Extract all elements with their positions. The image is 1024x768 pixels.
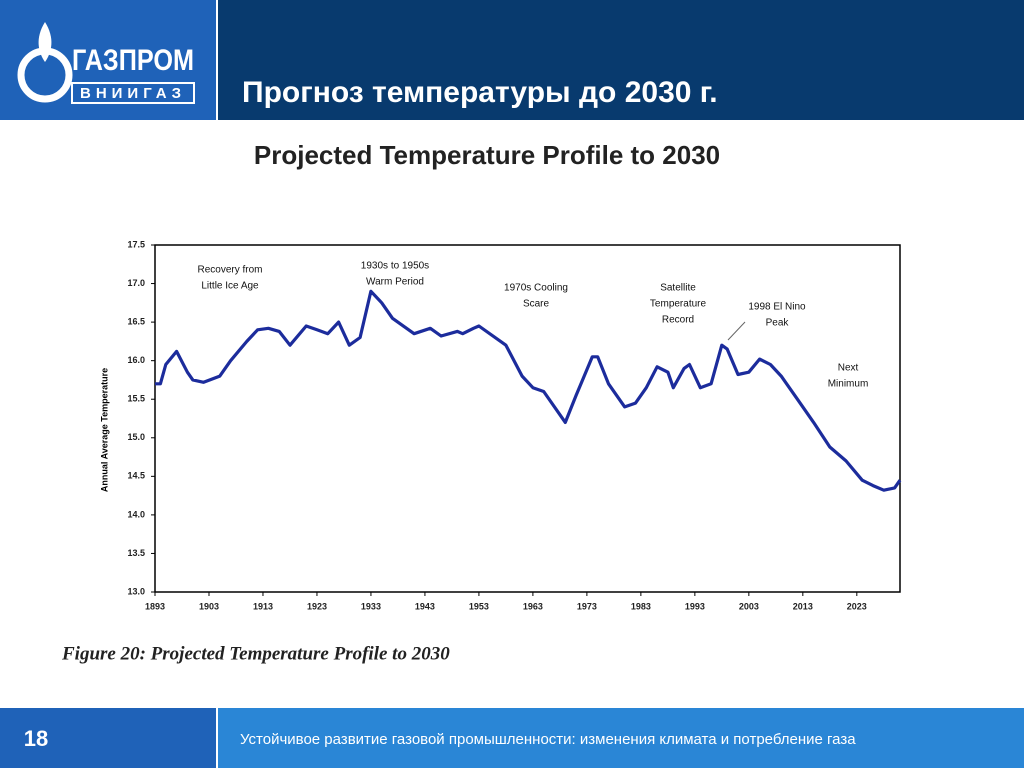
slide-title: Прогноз температуры до 2030 г. bbox=[242, 76, 718, 109]
footer-bar bbox=[218, 708, 1024, 768]
x-tick-label: 1893 bbox=[145, 601, 165, 611]
x-tick-label: 1943 bbox=[415, 601, 435, 611]
logo-flame bbox=[38, 22, 52, 62]
annotation: 1930s to 1950s bbox=[361, 261, 429, 272]
chart-title: Projected Temperature Profile to 2030 bbox=[254, 140, 720, 170]
logo-top: ГАЗПРОМ bbox=[72, 44, 194, 77]
y-tick-label: 16.0 bbox=[127, 355, 145, 365]
annotation: Next bbox=[838, 363, 859, 374]
y-axis-label: Annual Average Temperature bbox=[99, 368, 109, 492]
y-tick-label: 17.5 bbox=[127, 239, 145, 249]
x-tick-label: 1933 bbox=[361, 601, 381, 611]
annotation: Little Ice Age bbox=[201, 281, 259, 292]
figure-caption: Figure 20: Projected Temperature Profile… bbox=[61, 643, 450, 664]
logo-box bbox=[71, 82, 195, 104]
y-tick-label: 13.5 bbox=[127, 548, 145, 558]
x-tick-label: 1983 bbox=[631, 601, 651, 611]
y-tick-label: 17.0 bbox=[127, 278, 145, 288]
y-tick-label: 13.0 bbox=[127, 586, 145, 596]
x-tick-label: 1923 bbox=[307, 601, 327, 611]
annotation: Recovery from bbox=[197, 265, 262, 276]
header-bar bbox=[218, 0, 1024, 120]
annotation: 1970s Cooling bbox=[504, 283, 568, 294]
x-tick-label: 2003 bbox=[739, 601, 759, 611]
x-tick-label: 1963 bbox=[523, 601, 543, 611]
x-tick-label: 1913 bbox=[253, 601, 273, 611]
y-tick-label: 14.5 bbox=[127, 471, 145, 481]
annotation: Satellite bbox=[660, 283, 696, 294]
x-tick-label: 1903 bbox=[199, 601, 219, 611]
logo-bottom: ВНИИГАЗ bbox=[80, 85, 186, 102]
x-tick-label: 2023 bbox=[847, 601, 867, 611]
annotation-arrow bbox=[727, 321, 746, 341]
y-tick-label: 15.5 bbox=[127, 394, 145, 404]
footer-page-box bbox=[0, 708, 216, 768]
x-tick-label: 1973 bbox=[577, 601, 597, 611]
x-tick-label: 2013 bbox=[793, 601, 813, 611]
y-tick-label: 15.0 bbox=[127, 432, 145, 442]
annotation: Record bbox=[662, 315, 694, 326]
annotation: Peak bbox=[766, 318, 790, 329]
annotation: Warm Period bbox=[366, 277, 424, 288]
footer-text: Устойчивое развитие газовой промышленнос… bbox=[240, 731, 856, 748]
y-tick-label: 16.5 bbox=[127, 316, 145, 326]
x-tick-label: 1953 bbox=[469, 601, 489, 611]
annotation: Minimum bbox=[828, 379, 869, 390]
annotation: Scare bbox=[523, 299, 550, 310]
plot-frame bbox=[154, 244, 901, 593]
annotation: Temperature bbox=[650, 299, 707, 310]
annotation: 1998 El Nino bbox=[748, 302, 806, 313]
x-tick-label: 1993 bbox=[685, 601, 705, 611]
temperature-line bbox=[155, 289, 902, 492]
page-number: 18 bbox=[24, 726, 48, 751]
y-tick-label: 14.0 bbox=[127, 509, 145, 519]
